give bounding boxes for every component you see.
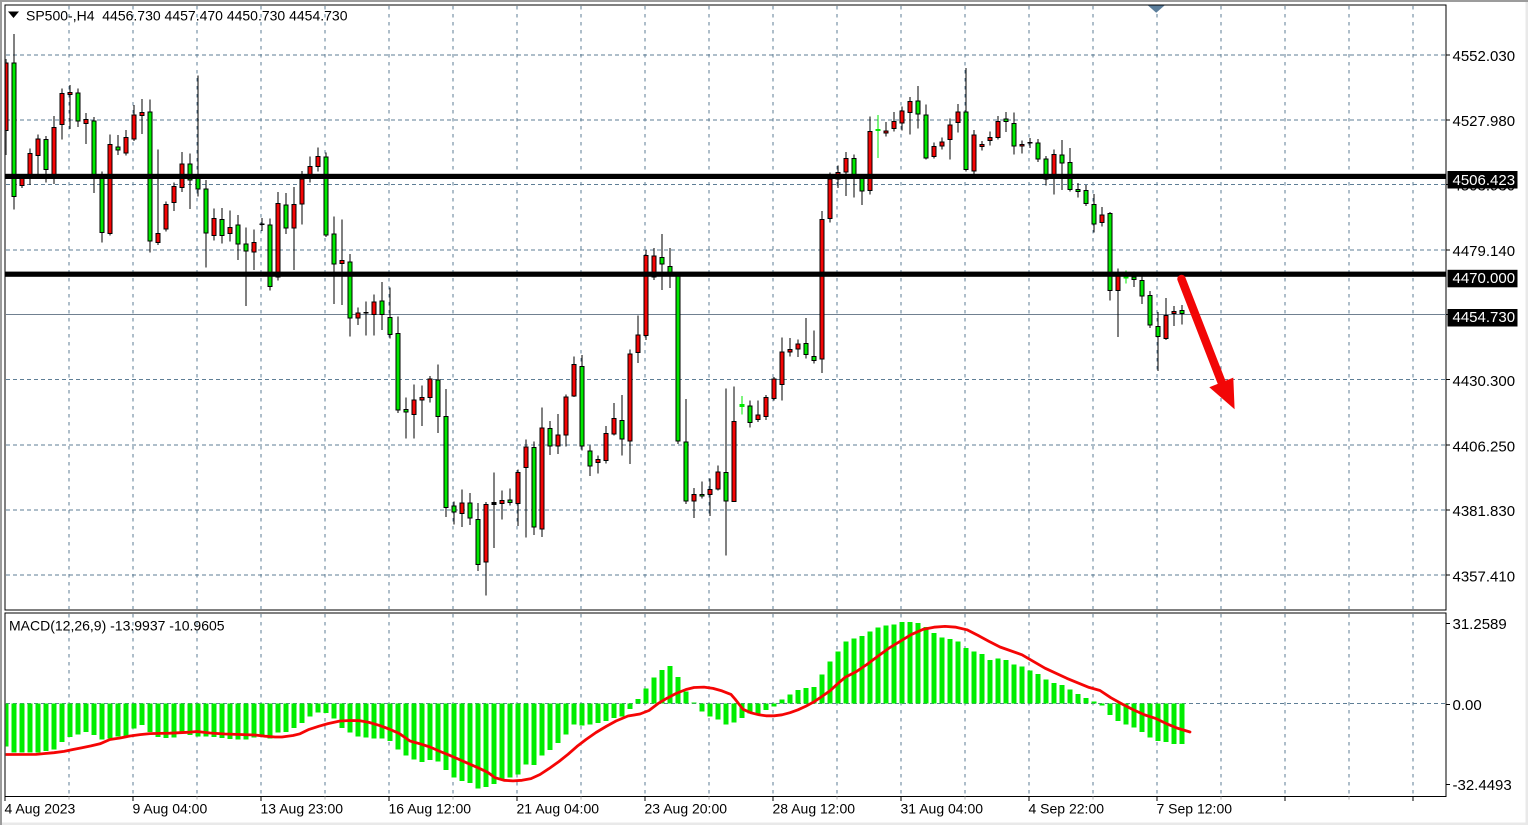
svg-text:4381.830: 4381.830 (1453, 503, 1516, 520)
svg-text:23 Aug 20:00: 23 Aug 20:00 (645, 801, 728, 817)
svg-text:4 Sep 22:00: 4 Sep 22:00 (1029, 801, 1105, 817)
svg-text:4357.410: 4357.410 (1453, 568, 1516, 585)
svg-text:4454.730: 4454.730 (1453, 309, 1516, 326)
svg-text:31.2589: 31.2589 (1453, 616, 1507, 633)
svg-text:16 Aug 12:00: 16 Aug 12:00 (389, 801, 472, 817)
svg-text:4470.000: 4470.000 (1453, 270, 1516, 287)
svg-text:7 Sep 12:00: 7 Sep 12:00 (1157, 801, 1233, 817)
svg-text:4506.423: 4506.423 (1453, 172, 1516, 189)
svg-text:4479.140: 4479.140 (1453, 243, 1516, 260)
svg-text:-32.4493: -32.4493 (1453, 777, 1512, 794)
svg-text:13 Aug 23:00: 13 Aug 23:00 (261, 801, 344, 817)
svg-text:9 Aug 04:00: 9 Aug 04:00 (133, 801, 208, 817)
svg-text:SP500-,H4 4456.730 4457.470 4: SP500-,H4 4456.730 4457.470 4450.730 445… (26, 8, 348, 24)
svg-text:4527.980: 4527.980 (1453, 113, 1516, 130)
svg-text:4 Aug 2023: 4 Aug 2023 (5, 801, 76, 817)
svg-text:28 Aug 12:00: 28 Aug 12:00 (773, 801, 856, 817)
svg-text:0.00: 0.00 (1453, 697, 1482, 714)
svg-text:MACD(12,26,9) -13.9937 -10.960: MACD(12,26,9) -13.9937 -10.9605 (9, 618, 225, 634)
svg-text:4406.250: 4406.250 (1453, 438, 1516, 455)
svg-text:21 Aug 04:00: 21 Aug 04:00 (517, 801, 600, 817)
svg-text:4552.030: 4552.030 (1453, 48, 1516, 65)
svg-text:4430.300: 4430.300 (1453, 373, 1516, 390)
svg-text:31 Aug 04:00: 31 Aug 04:00 (901, 801, 984, 817)
